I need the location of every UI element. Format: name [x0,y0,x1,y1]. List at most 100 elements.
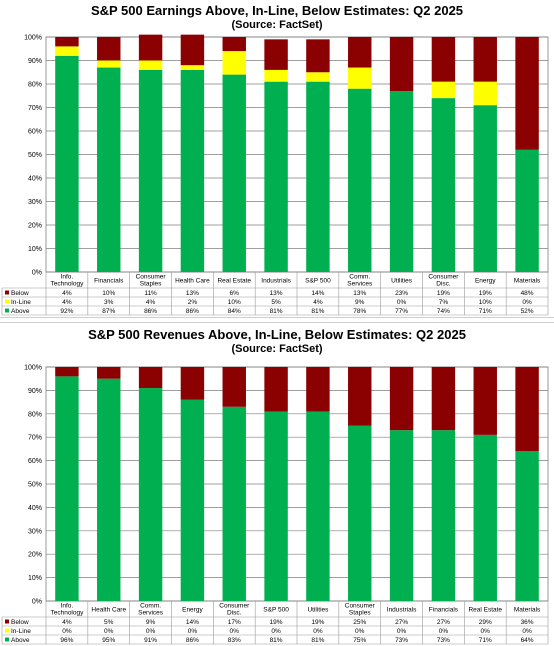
data-table-value: 74% [437,308,450,315]
bar-segment-below [431,367,456,431]
data-table-value: 36% [521,619,534,626]
data-table-value: 19% [311,619,324,626]
data-table-value: 0% [397,628,407,635]
bar-segment-above [55,55,79,272]
bar-segment-above [264,81,288,273]
data-table-value: 81% [311,637,324,644]
category-label: Consumer [219,603,250,610]
legend-key-above [5,308,9,313]
y-tick-label: 70% [28,105,42,112]
data-table-value: 75% [353,637,366,644]
category-label: Energy [182,607,203,614]
legend-label: In-Line [11,628,31,635]
data-table-value: 5% [271,299,281,306]
data-table-value: 27% [437,619,450,626]
category-label: Info. [61,603,74,610]
bar-segment-above [97,67,121,272]
category-label: Financials [94,278,124,285]
data-table-value: 96% [60,637,73,644]
category-label: Energy [475,278,496,285]
y-tick-label: 20% [28,552,42,559]
bar-segment-below [264,367,288,412]
y-tick-label: 0% [32,599,42,606]
y-tick-label: 60% [28,129,42,136]
bar-segment-above [473,434,497,601]
data-table-value: 4% [146,299,156,306]
category-label: Real Estate [468,607,502,614]
category-label: Health Care [175,278,210,285]
data-table-value: 71% [479,308,492,315]
bar-segment-below [348,37,372,68]
data-table-value: 0% [439,628,449,635]
bar-segment-below [515,37,539,150]
data-table-value: 95% [102,637,115,644]
bar-segment-above [389,430,414,601]
data-table-value: 13% [186,290,199,297]
data-table-value: 11% [144,290,157,297]
data-table-value: 4% [62,619,72,626]
data-table-value: 64% [521,637,534,644]
data-table-value: 0% [230,628,240,635]
revenues-stacked-bar-chart: 0% 10% 20% 30% 40% 50% 60% 70% 80% 90% 100% Info.Te… [1,365,549,645]
data-table-value: 0% [188,628,198,635]
category-label: Industrials [261,278,291,285]
data-table-value: 87% [102,308,115,315]
bar-segment-below [55,367,79,377]
y-tick-label: 70% [28,435,42,442]
legend-key-below [5,290,9,295]
data-table-value: 81% [311,308,324,315]
category-label: Health Care [91,607,126,614]
data-table-value: 7% [439,299,449,306]
data-table-value: 91% [144,637,157,644]
category-label: Industrials [387,607,417,614]
data-table-value: 19% [437,290,450,297]
data-table-value: 29% [479,619,492,626]
data-table-value: 86% [186,308,199,315]
bar-segment-below [222,37,246,52]
bar-segment-inline [97,60,121,68]
data-table-value: 10% [228,299,241,306]
bar-segment-below [389,37,414,92]
data-table-value: 48% [521,290,534,297]
category-label: Staples [349,610,371,617]
y-tick-label: 90% [28,388,42,395]
data-table-value: 2% [188,299,198,306]
bar-segment-above [138,69,163,273]
bar-segment-above [389,91,414,272]
legend-key-inline [5,299,9,304]
bar-segment-below [97,367,121,379]
bar-segment-above [55,376,79,601]
bar-segment-below [431,37,456,82]
panel-divider [0,317,554,323]
bar-segment-above [306,411,330,601]
bar-segment-above [138,388,163,601]
category-label: Disc. [227,610,242,617]
category-label: Comm. [140,603,161,610]
bar-segment-below [222,367,246,407]
data-table-value: 13% [270,290,283,297]
chart-title: S&P 500 Earnings Above, In-Line, Below E… [90,3,464,18]
y-tick-label: 10% [28,246,42,253]
bar-segment-inline [306,72,330,82]
bar-segment-inline [348,67,372,89]
data-table-value: 19% [479,290,492,297]
data-table-value: 86% [144,308,157,315]
bar-segment-inline [473,81,497,106]
legend-label: Above [11,308,30,315]
category-label: Comm. [349,274,370,281]
bar-segment-above [306,81,330,273]
y-tick-label: 80% [28,411,42,418]
bar-segment-below [180,367,205,400]
y-tick-label: 10% [28,575,42,582]
data-table-value: 23% [395,290,408,297]
bar-segment-inline [138,60,163,70]
category-label: S&P 500 [305,278,331,285]
category-label: Real Estate [217,278,251,285]
category-label: Utilities [307,607,329,614]
category-label: Materials [514,607,541,614]
data-table-value: 3% [104,299,114,306]
bar-segment-below [348,367,372,426]
data-table-value: 73% [437,637,450,644]
legend-key-above [5,637,9,642]
data-table-value: 73% [395,637,408,644]
